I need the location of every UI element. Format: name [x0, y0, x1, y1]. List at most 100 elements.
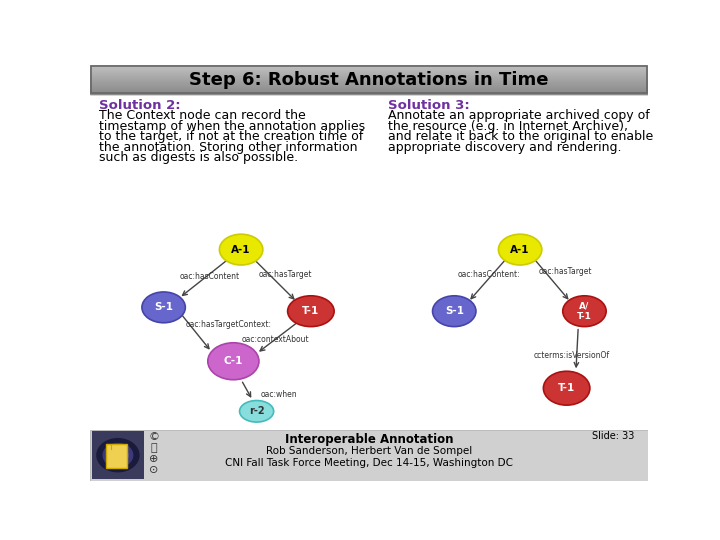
Bar	[90, 79, 648, 80]
Ellipse shape	[96, 438, 140, 472]
Bar	[90, 87, 648, 88]
Ellipse shape	[107, 447, 129, 464]
Text: Step 6: Robust Annotations in Time: Step 6: Robust Annotations in Time	[189, 71, 549, 89]
Bar	[90, 65, 648, 66]
Bar	[90, 72, 648, 73]
Bar	[90, 73, 648, 75]
Ellipse shape	[433, 296, 476, 327]
Text: the annotation. Storing other information: the annotation. Storing other informatio…	[99, 140, 358, 154]
Bar	[90, 80, 648, 81]
Text: The Context node can record the: The Context node can record the	[99, 110, 306, 123]
Bar	[90, 77, 648, 78]
Bar	[90, 69, 648, 70]
Text: Ⓒ: Ⓒ	[150, 443, 157, 453]
Bar	[90, 85, 648, 86]
FancyBboxPatch shape	[106, 444, 127, 468]
Bar	[90, 83, 648, 84]
Bar	[90, 84, 648, 85]
Bar	[90, 68, 648, 69]
Text: oac:hasTargetContext:: oac:hasTargetContext:	[185, 320, 271, 329]
Text: r-2: r-2	[249, 406, 264, 416]
Text: such as digests is also possible.: such as digests is also possible.	[99, 151, 298, 164]
Text: and relate it back to the original to enable: and relate it back to the original to en…	[388, 130, 654, 143]
Ellipse shape	[287, 296, 334, 327]
Text: oac:when: oac:when	[261, 390, 297, 399]
Ellipse shape	[563, 296, 606, 327]
Bar	[90, 89, 648, 90]
Bar	[90, 91, 648, 92]
Bar	[91, 431, 144, 479]
Text: ccterms:isVersionOf: ccterms:isVersionOf	[534, 352, 611, 360]
Text: A/
T-1: A/ T-1	[577, 301, 592, 321]
Bar	[90, 77, 648, 78]
Text: C-1: C-1	[224, 356, 243, 366]
Bar	[90, 75, 648, 76]
Bar	[90, 79, 648, 80]
Bar	[90, 80, 648, 82]
Text: Slide: 33: Slide: 33	[592, 431, 634, 441]
Text: ⊕: ⊕	[149, 454, 158, 464]
Text: Solution 2:: Solution 2:	[99, 99, 181, 112]
Text: oac:hasTarget: oac:hasTarget	[258, 270, 312, 279]
Ellipse shape	[240, 401, 274, 422]
Bar	[90, 70, 648, 71]
Text: T-1: T-1	[558, 383, 575, 393]
Ellipse shape	[544, 372, 590, 405]
Bar	[90, 84, 648, 85]
Bar	[90, 72, 648, 73]
Ellipse shape	[498, 234, 542, 265]
Text: oac:hasContent: oac:hasContent	[179, 272, 239, 281]
Bar	[90, 76, 648, 77]
Bar	[90, 86, 648, 87]
Bar	[90, 89, 648, 90]
Text: Interoperable Annotation: Interoperable Annotation	[284, 433, 454, 446]
Text: to the target, if not at the creation time of: to the target, if not at the creation ti…	[99, 130, 364, 143]
Text: timestamp of when the annotation applies: timestamp of when the annotation applies	[99, 120, 366, 133]
Bar	[90, 65, 648, 66]
Bar	[90, 92, 648, 93]
Bar	[90, 92, 648, 93]
Bar	[90, 67, 648, 68]
Bar	[90, 73, 648, 74]
Bar	[90, 85, 648, 86]
Bar	[90, 66, 648, 67]
Text: Rob Sanderson, Herbert Van de Sompel: Rob Sanderson, Herbert Van de Sompel	[266, 447, 472, 456]
Text: the resource (e.g. in Internet Archive),: the resource (e.g. in Internet Archive),	[388, 120, 629, 133]
Text: ©: ©	[148, 433, 159, 442]
Ellipse shape	[112, 450, 124, 460]
Bar	[90, 93, 648, 94]
Ellipse shape	[220, 234, 263, 265]
Text: A-1: A-1	[510, 245, 530, 254]
Bar	[90, 78, 648, 79]
Bar	[90, 82, 648, 83]
Bar	[90, 83, 648, 84]
Text: ⊙: ⊙	[149, 465, 158, 475]
Text: A-1: A-1	[231, 245, 251, 254]
Bar	[90, 87, 648, 89]
Text: S-1: S-1	[445, 306, 464, 316]
Bar	[90, 69, 648, 70]
Text: appropriate discovery and rendering.: appropriate discovery and rendering.	[388, 140, 622, 154]
Bar	[90, 70, 648, 71]
Ellipse shape	[208, 343, 259, 380]
Bar	[90, 78, 648, 79]
Text: oac:hasContent:: oac:hasContent:	[458, 270, 521, 279]
Text: CNI Fall Task Force Meeting, Dec 14-15, Washington DC: CNI Fall Task Force Meeting, Dec 14-15, …	[225, 458, 513, 468]
Bar	[90, 90, 648, 91]
Text: oac:contextAbout: oac:contextAbout	[241, 335, 309, 344]
Text: Annotate an appropriate archived copy of: Annotate an appropriate archived copy of	[388, 110, 650, 123]
Bar	[90, 71, 648, 72]
Bar	[90, 75, 648, 76]
Bar	[91, 65, 647, 93]
Bar	[90, 90, 648, 91]
Bar	[90, 93, 648, 94]
Bar	[90, 74, 648, 75]
Bar	[90, 81, 648, 82]
Text: S-1: S-1	[154, 302, 173, 312]
Text: Solution 3:: Solution 3:	[388, 99, 470, 112]
Text: T-1: T-1	[302, 306, 320, 316]
Text: oac:hasTarget: oac:hasTarget	[539, 267, 593, 275]
Ellipse shape	[142, 292, 185, 323]
Bar	[90, 88, 648, 89]
Ellipse shape	[102, 443, 133, 468]
